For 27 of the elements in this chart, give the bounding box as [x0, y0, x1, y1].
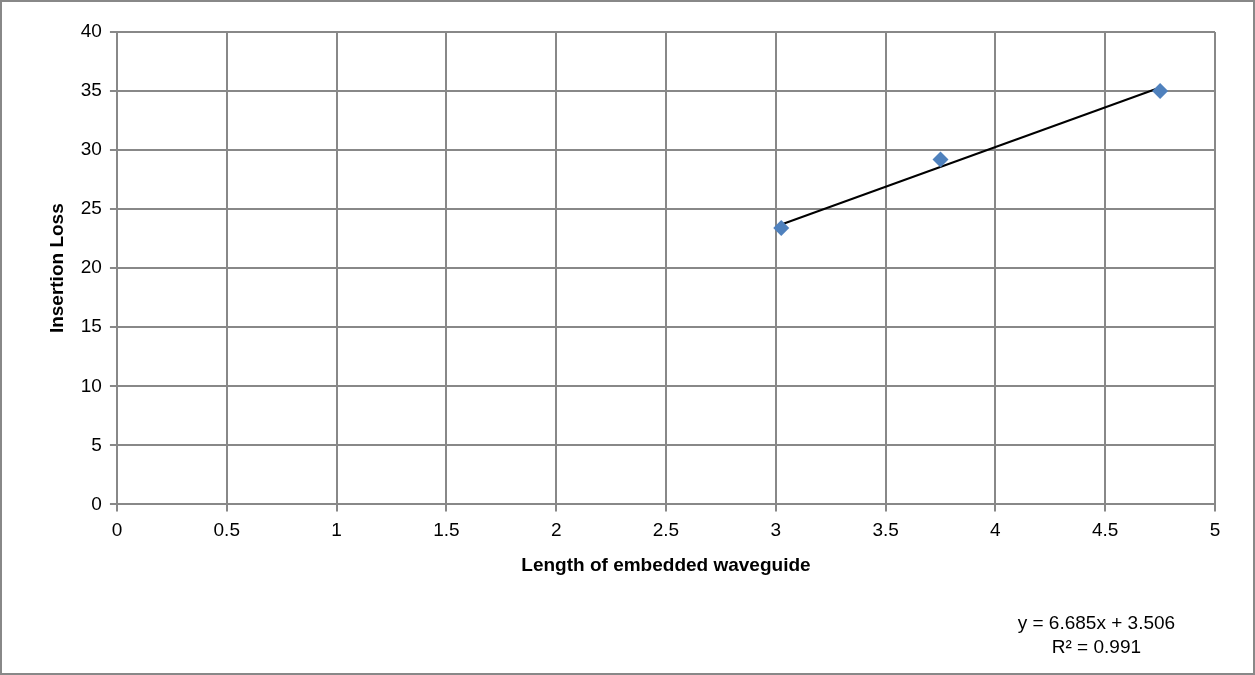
x-tick-label: 5	[1209, 519, 1221, 541]
x-tick-label: 1	[331, 519, 342, 541]
x-tick-label: 3	[770, 519, 782, 541]
y-tick-label: 10	[80, 374, 102, 396]
x-tick-label: 4.5	[1091, 519, 1119, 541]
y-tick-label: 25	[80, 197, 102, 219]
y-tick-label: 15	[80, 315, 102, 337]
y-tick-label: 40	[80, 20, 102, 42]
point	[932, 151, 949, 168]
x-tick-label: 0.5	[213, 519, 240, 541]
text: y = 6.685x + 3.506	[1017, 612, 1176, 634]
y-tick-label: 20	[80, 256, 102, 278]
x-tick-label: 2	[550, 519, 562, 541]
x-tick-label: 0	[111, 519, 123, 541]
y-tick-label: 5	[91, 433, 102, 455]
y-tick-label: 0	[91, 492, 102, 514]
y-axis-title: Insertion Loss	[45, 203, 67, 334]
x-axis-title: Length of embedded waveguide	[521, 553, 811, 575]
x-tick-label: 4	[990, 519, 1002, 541]
point	[1152, 83, 1169, 100]
x-tick-label: 1.5	[433, 519, 460, 541]
point	[773, 220, 790, 237]
text: R² = 0.991	[1051, 636, 1142, 658]
y-tick-label: 30	[80, 138, 102, 160]
y-tick-label: 35	[80, 79, 102, 101]
x-tick-label: 2.5	[652, 519, 680, 541]
x-tick-label: 3.5	[872, 519, 899, 541]
